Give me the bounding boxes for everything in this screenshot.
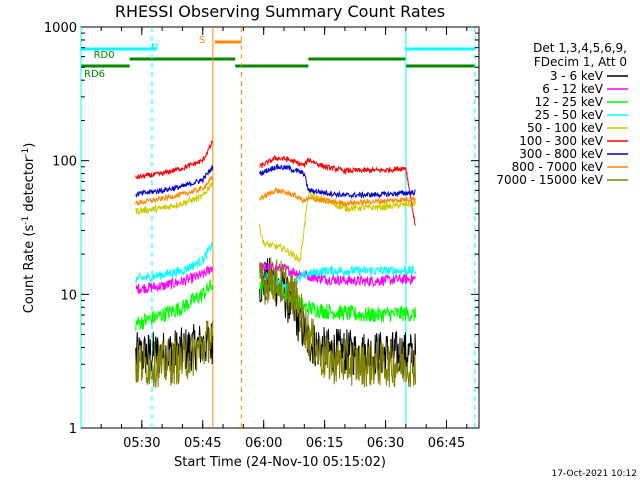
series-50-100-kev xyxy=(135,181,417,264)
series-trace xyxy=(135,176,214,206)
legend-item-label: 50 - 100 keV xyxy=(527,121,604,135)
series-trace xyxy=(259,257,417,388)
series-trace xyxy=(259,186,416,207)
flag-label-s: S xyxy=(199,35,205,46)
x-tick-label: 05:30 xyxy=(123,436,160,451)
series-trace xyxy=(135,279,214,332)
legend-header-decimation: FDecim 1, Att 0 xyxy=(534,55,627,69)
plot-frame xyxy=(80,26,480,429)
flag-bars: N S RD0 RD6 xyxy=(81,35,475,80)
x-tick-label: 06:00 xyxy=(245,436,282,451)
y-tick-label: 1000 xyxy=(44,21,77,36)
series-layer xyxy=(135,140,417,388)
series-25-50-kev xyxy=(135,241,417,294)
series-trace xyxy=(135,241,214,284)
chart-title: RHESSI Observing Summary Count Rates xyxy=(115,2,445,21)
legend-item-label: 3 - 6 keV xyxy=(550,69,604,83)
x-axis-label: Start Time (24-Nov-10 05:15:02) xyxy=(174,455,386,470)
legend-item-label: 800 - 7000 keV xyxy=(512,160,604,174)
y-tick-label: 10 xyxy=(60,288,77,303)
series-trace xyxy=(259,261,417,288)
series-800-7000-kev xyxy=(135,176,416,207)
series-trace xyxy=(135,265,214,294)
series-6-12-kev xyxy=(135,261,417,294)
x-tick-label: 06:30 xyxy=(367,436,404,451)
legend-item-label: 300 - 800 keV xyxy=(519,147,603,161)
x-tick-label: 05:45 xyxy=(184,436,221,451)
legend-item-label: 100 - 300 keV xyxy=(519,134,603,148)
flag-label-n: N xyxy=(151,42,158,53)
legend-header-detectors: Det 1,3,4,5,6,9, xyxy=(533,41,627,55)
series-trace xyxy=(259,190,417,264)
generated-timestamp: 17-Oct-2021 10:12 xyxy=(552,469,637,479)
series-100-300-kev xyxy=(135,140,417,226)
x-tick-label: 06:45 xyxy=(428,436,465,451)
flag-label-rd0: RD0 xyxy=(94,50,115,61)
series-trace xyxy=(135,181,214,216)
series-7000-15000-kev xyxy=(135,257,417,388)
y-tick-label: 1 xyxy=(69,422,77,437)
x-tick-label: 06:15 xyxy=(306,436,343,451)
marker-lines xyxy=(80,27,476,428)
series-trace xyxy=(259,264,417,294)
series-trace xyxy=(135,140,214,180)
flag-label-rd6: RD6 xyxy=(84,69,105,80)
legend-item-label: 7000 - 15000 keV xyxy=(496,173,603,187)
y-axis-label: Count Rate (s-1 detector-1) xyxy=(21,143,37,314)
series-trace xyxy=(259,155,417,226)
legend-item-label: 12 - 25 keV xyxy=(535,95,604,109)
y-tick-label: 100 xyxy=(52,155,77,170)
y-axis: 1 10 100 1000 xyxy=(44,21,479,437)
series-300-800-kev xyxy=(135,163,416,200)
legend-item-label: 25 - 50 keV xyxy=(535,108,604,122)
series-trace xyxy=(259,163,416,200)
series-trace xyxy=(135,165,214,199)
legend: Det 1,3,4,5,6,9, FDecim 1, Att 0 3 - 6 k… xyxy=(496,41,628,187)
legend-item-label: 6 - 12 keV xyxy=(542,82,604,96)
series-trace xyxy=(135,320,214,388)
x-axis: 05:30 05:45 06:00 06:15 06:30 06:45 xyxy=(100,27,468,451)
